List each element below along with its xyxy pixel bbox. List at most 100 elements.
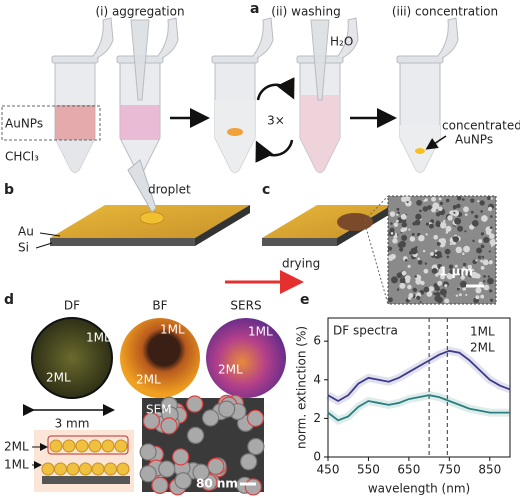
- grain: [422, 206, 429, 212]
- grain: [437, 271, 442, 276]
- grain: [480, 244, 485, 249]
- grain: [490, 244, 494, 248]
- grain: [387, 297, 393, 303]
- grain: [471, 219, 479, 227]
- grain: [396, 207, 400, 211]
- grain: [440, 274, 445, 280]
- arrow-label: drying: [282, 257, 320, 271]
- image-title: DF: [64, 299, 80, 313]
- grain: [397, 211, 400, 215]
- particle: [201, 409, 220, 427]
- particle: [62, 439, 76, 453]
- grain: [433, 203, 436, 207]
- grain: [456, 287, 460, 291]
- grain: [427, 205, 432, 210]
- grain: [396, 272, 403, 279]
- grain: [401, 234, 408, 241]
- grain: [462, 252, 465, 256]
- layer-box: [1, 105, 101, 141]
- step-label: (ii) washing: [271, 5, 340, 19]
- grain: [436, 220, 440, 224]
- layer-label: CHCl₃: [5, 150, 39, 164]
- grain: [396, 288, 400, 291]
- grain: [438, 206, 443, 211]
- grain: [390, 231, 394, 235]
- grain: [437, 280, 443, 286]
- grain: [482, 259, 489, 266]
- panel-label: b: [4, 182, 14, 198]
- grain: [490, 215, 493, 218]
- grain: [462, 262, 467, 267]
- grain: [489, 226, 493, 229]
- grain: [446, 255, 450, 259]
- particle: [114, 439, 128, 453]
- grain: [428, 286, 435, 292]
- region-label: 1ML: [160, 323, 185, 337]
- pointer: [35, 242, 53, 249]
- grain: [396, 219, 399, 223]
- repeat-label: 3×: [267, 114, 285, 128]
- grain: [477, 255, 482, 259]
- grain: [490, 197, 494, 200]
- x-tick-label: 450: [317, 463, 340, 477]
- grain: [481, 215, 488, 222]
- grain: [416, 199, 422, 206]
- grain: [454, 264, 458, 268]
- region-label: 2ML: [218, 363, 243, 377]
- sem-image: [387, 195, 497, 304]
- particle: [75, 439, 89, 453]
- legend-entry: 2ML: [470, 341, 495, 355]
- grain: [425, 222, 430, 226]
- grain: [459, 280, 467, 288]
- grain: [411, 232, 415, 236]
- grain: [443, 294, 447, 298]
- particle: [158, 460, 176, 478]
- si-layer: [50, 238, 195, 246]
- tube: [211, 17, 274, 173]
- water-label: H₂O: [330, 35, 353, 49]
- grain: [444, 248, 451, 255]
- grain: [461, 198, 465, 201]
- grain: [404, 275, 411, 281]
- grain: [455, 246, 463, 254]
- grain: [474, 214, 479, 219]
- grain: [414, 275, 417, 278]
- grain: [456, 196, 462, 201]
- grain: [399, 282, 406, 289]
- layer-label: Si: [18, 241, 29, 255]
- grain: [452, 209, 460, 217]
- grain: [475, 259, 478, 262]
- x-axis-label: wavelength (nm): [368, 482, 470, 496]
- grain: [465, 293, 468, 296]
- grain: [424, 262, 428, 265]
- grain: [445, 230, 449, 234]
- substrate: [42, 476, 130, 484]
- particle: [244, 478, 262, 496]
- grain: [391, 276, 398, 284]
- particle: [79, 462, 92, 476]
- grain: [489, 298, 494, 302]
- particle: [142, 412, 161, 430]
- x-tick-label: 850: [478, 463, 501, 477]
- grain: [444, 284, 448, 288]
- grain: [452, 236, 459, 243]
- particle: [116, 462, 130, 476]
- grain: [415, 278, 422, 285]
- grain: [456, 203, 461, 209]
- grain: [447, 215, 453, 221]
- grain: [436, 241, 441, 246]
- grain: [458, 293, 462, 297]
- grain: [408, 228, 411, 231]
- particle: [174, 472, 192, 490]
- grain: [399, 247, 404, 252]
- grain: [436, 251, 442, 257]
- grain: [488, 260, 493, 265]
- outline: [47, 435, 129, 455]
- grain: [464, 213, 468, 216]
- schematic-particles: [41, 439, 130, 476]
- grain: [481, 255, 485, 259]
- particle: [192, 463, 210, 481]
- bf-image: [120, 318, 200, 398]
- grain: [487, 196, 491, 200]
- particle: [49, 439, 63, 453]
